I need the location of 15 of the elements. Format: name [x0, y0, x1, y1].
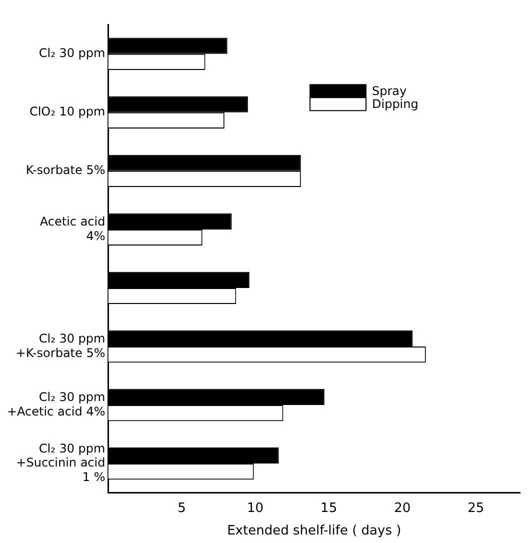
y-tick-label: K-sorbate 5%: [26, 163, 106, 178]
x-axis-title: Extended shelf-life ( days ): [227, 524, 402, 539]
x-tick-label: 15: [320, 500, 338, 516]
y-tick-label: Cl₂ 30 ppm +Succinin acid 1 %: [16, 441, 106, 484]
y-tick-label: Cl₂ 30 ppm +K-sorbate 5%: [16, 331, 106, 360]
y-tick-label: Cl₂ 30 ppm: [38, 46, 106, 60]
legend-label: Spray: [372, 84, 407, 98]
legend-label: Dipping: [372, 97, 418, 112]
y-tick-label: ClO₂ 10 ppm: [29, 104, 106, 119]
x-tick-label: 10: [247, 500, 264, 516]
x-tick-label: 5: [178, 500, 186, 516]
y-tick-label: Acetic acid 4%: [40, 214, 106, 243]
x-tick-label: 25: [468, 500, 484, 516]
y-tick-label: Cl₂ 30 ppm +Acetic acid 4%: [6, 390, 106, 418]
x-tick-label: 20: [394, 500, 411, 516]
